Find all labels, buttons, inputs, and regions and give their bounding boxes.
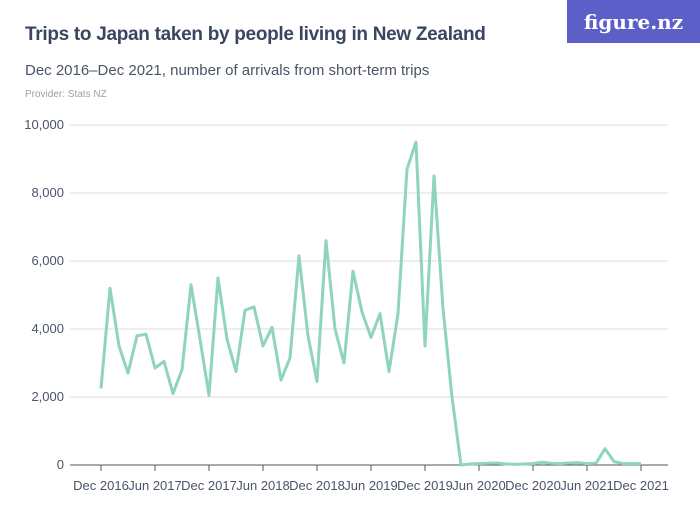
figure-nz-logo[interactable]: figure.nz <box>567 0 700 43</box>
provider-label: Provider: Stats NZ <box>25 89 107 100</box>
x-tick-label: Dec 2017 <box>181 478 237 493</box>
x-tick-label: Jun 2021 <box>560 478 614 493</box>
y-tick-label: 10,000 <box>24 117 64 132</box>
y-tick-label: 0 <box>57 457 64 472</box>
x-tick-label: Dec 2020 <box>505 478 561 493</box>
y-tick-label: 4,000 <box>31 321 64 336</box>
x-tick-label: Jun 2018 <box>236 478 290 493</box>
x-tick-label: Dec 2016 <box>73 478 129 493</box>
x-tick-label: Dec 2021 <box>613 478 669 493</box>
data-line <box>99 140 641 467</box>
x-tick-label: Jun 2019 <box>344 478 398 493</box>
x-tick-label: Jun 2017 <box>128 478 182 493</box>
chart-subtitle: Dec 2016–Dec 2021, number of arrivals fr… <box>25 62 430 79</box>
x-tick-label: Dec 2018 <box>289 478 345 493</box>
y-tick-label: 6,000 <box>31 253 64 268</box>
y-tick-label: 8,000 <box>31 185 64 200</box>
x-tick-label: Jun 2020 <box>452 478 506 493</box>
x-tick-label: Dec 2019 <box>397 478 453 493</box>
y-tick-label: 2,000 <box>31 389 64 404</box>
chart-title: Trips to Japan taken by people living in… <box>25 24 486 45</box>
